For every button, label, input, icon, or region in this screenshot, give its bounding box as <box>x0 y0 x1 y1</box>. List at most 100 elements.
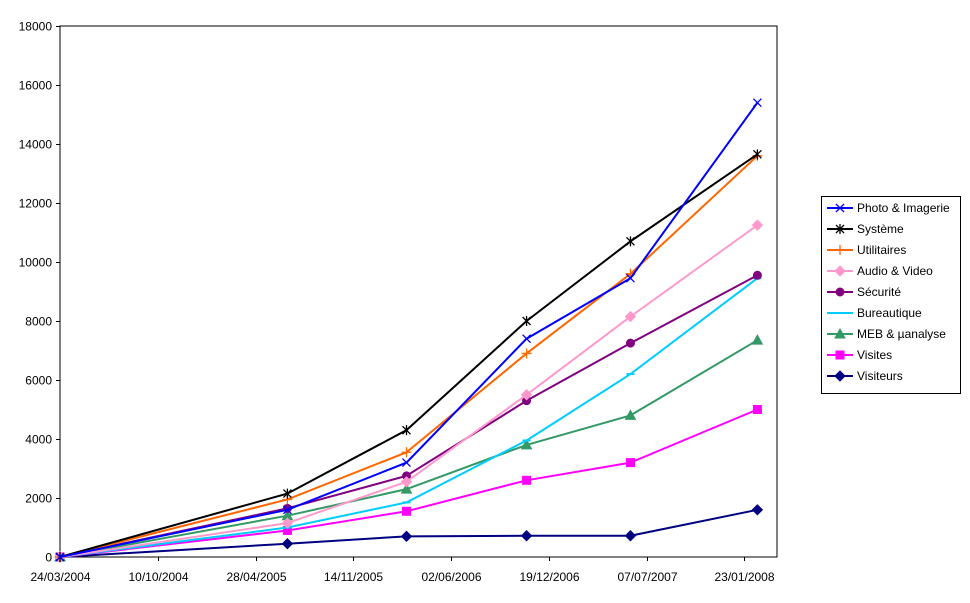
marker-plus <box>401 447 412 458</box>
marker-triangle <box>751 334 764 345</box>
legend-item: Sécurité <box>827 285 901 299</box>
series-line <box>59 408 758 558</box>
data-point <box>626 273 635 283</box>
marker-x <box>522 334 532 344</box>
y-tick-label: 6000 <box>25 374 52 388</box>
data-point <box>752 98 762 108</box>
series-line <box>59 339 758 558</box>
data-point <box>625 458 635 468</box>
x-tick-label: 19/12/2006 <box>519 570 579 584</box>
data-point <box>400 530 413 543</box>
data-point <box>520 438 533 450</box>
y-tick-label: 18000 <box>19 20 53 34</box>
data-point <box>522 475 532 485</box>
data-point <box>400 483 413 494</box>
legend-marker <box>834 265 846 277</box>
series-lines <box>54 98 764 563</box>
legend-label: Système <box>857 222 904 236</box>
data-point <box>282 488 292 499</box>
data-point <box>520 530 533 542</box>
marker-triangle <box>624 409 637 420</box>
marker-x <box>752 98 762 108</box>
series-line <box>59 102 759 558</box>
x-tick-label: 24/03/2004 <box>30 570 90 584</box>
marker-circle <box>752 270 762 280</box>
data-point <box>281 538 294 550</box>
data-point <box>751 219 764 231</box>
x-axis-tick-labels: 24/03/2004 10/10/2004 28/04/2005 14/11/2005… <box>30 570 774 584</box>
marker-triangle <box>400 483 413 494</box>
marker-diamond <box>751 504 764 516</box>
series-line <box>59 277 758 558</box>
legend-marker <box>835 245 845 255</box>
series-photo-imagerie <box>55 98 762 562</box>
x-tick-label: 23/01/2008 <box>714 570 774 584</box>
legend-label: Sécurité <box>857 285 901 299</box>
y-tick-label: 2000 <box>25 492 52 506</box>
legend-label: Audio & Video <box>857 264 933 278</box>
data-point <box>752 270 762 280</box>
data-point <box>624 409 637 420</box>
y-axis-tick-labels: 0 2000 4000 6000 8000 10000 12000 14000 16000 180… <box>19 20 53 565</box>
data-point <box>625 338 635 348</box>
data-point <box>402 425 411 436</box>
data-point <box>752 405 762 414</box>
legend-marker <box>835 350 845 360</box>
data-point <box>752 149 762 160</box>
legend-item: Visiteurs <box>827 369 903 383</box>
axes <box>56 25 778 561</box>
data-point <box>401 447 412 458</box>
data-point <box>55 552 65 562</box>
y-tick-label: 10000 <box>19 256 53 270</box>
marker-diamond <box>834 370 846 382</box>
data-point <box>751 504 764 516</box>
data-point <box>522 316 532 326</box>
marker-x <box>835 203 845 213</box>
legend-label: MEB & µanalyse <box>857 327 946 341</box>
legend-item: Visites <box>827 348 892 362</box>
marker-x <box>282 505 292 515</box>
legend-item: Photo & Imagerie <box>827 201 950 215</box>
data-point <box>522 334 532 344</box>
marker-plus <box>521 348 532 359</box>
legend-label: Bureautique <box>857 306 922 320</box>
series-line <box>59 155 759 558</box>
plot-area <box>59 25 778 558</box>
marker-x <box>626 273 635 283</box>
x-tick-label: 14/11/2005 <box>324 570 383 584</box>
marker-diamond <box>520 530 533 542</box>
data-point <box>751 334 764 345</box>
series-line <box>59 224 758 558</box>
x-tick-label: 10/10/2004 <box>128 570 188 584</box>
marker-star <box>835 224 845 234</box>
data-point <box>281 517 294 529</box>
legend-marker <box>834 370 846 382</box>
marker-circle <box>625 338 635 348</box>
marker-diamond <box>400 476 413 488</box>
series-line <box>59 508 758 558</box>
data-point <box>282 505 292 515</box>
marker-square <box>401 506 411 516</box>
y-tick-label: 14000 <box>19 138 53 152</box>
marker-square <box>522 475 532 485</box>
marker-square <box>752 405 762 414</box>
marker-square <box>625 458 635 468</box>
marker-star <box>752 149 762 160</box>
marker-diamond <box>624 310 637 323</box>
legend-label: Utilitaires <box>857 243 906 257</box>
data-point <box>521 348 532 359</box>
marker-star <box>626 236 635 247</box>
data-point <box>520 389 533 401</box>
marker-square <box>835 350 845 360</box>
data-point <box>401 506 411 516</box>
legend-item: Audio & Video <box>827 264 933 278</box>
y-tick-label: 0 <box>45 551 52 565</box>
marker-diamond <box>751 219 764 231</box>
marker-diamond <box>281 517 294 529</box>
y-tick-label: 16000 <box>19 79 53 93</box>
data-point <box>624 310 637 323</box>
x-tick-label: 07/07/2007 <box>617 570 677 584</box>
marker-diamond <box>624 530 637 542</box>
x-tick-label: 28/04/2005 <box>226 570 286 584</box>
marker-star <box>282 488 292 499</box>
